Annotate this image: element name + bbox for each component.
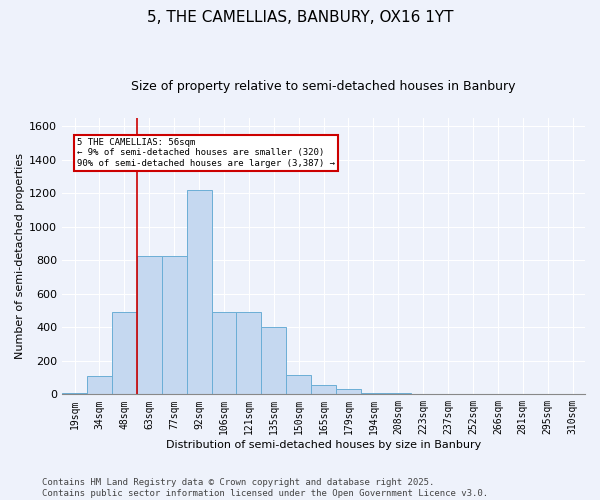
Bar [262,328,286,394]
Bar [162,256,187,394]
Text: Contains HM Land Registry data © Crown copyright and database right 2025.
Contai: Contains HM Land Registry data © Crown c… [42,478,488,498]
Y-axis label: Number of semi-detached properties: Number of semi-detached properties [15,153,25,359]
Bar [137,256,162,394]
Text: 5 THE CAMELLIAS: 56sqm
← 9% of semi-detached houses are smaller (320)
90% of sem: 5 THE CAMELLIAS: 56sqm ← 9% of semi-deta… [77,138,335,168]
Title: Size of property relative to semi-detached houses in Banbury: Size of property relative to semi-detach… [131,80,516,93]
Bar [112,312,137,394]
Bar [236,312,262,394]
Bar [311,385,336,394]
Bar [286,375,311,394]
Bar [336,390,361,394]
X-axis label: Distribution of semi-detached houses by size in Banbury: Distribution of semi-detached houses by … [166,440,481,450]
Bar [212,312,236,394]
Text: 5, THE CAMELLIAS, BANBURY, OX16 1YT: 5, THE CAMELLIAS, BANBURY, OX16 1YT [147,10,453,25]
Bar [361,392,386,394]
Bar [187,190,212,394]
Bar [87,376,112,394]
